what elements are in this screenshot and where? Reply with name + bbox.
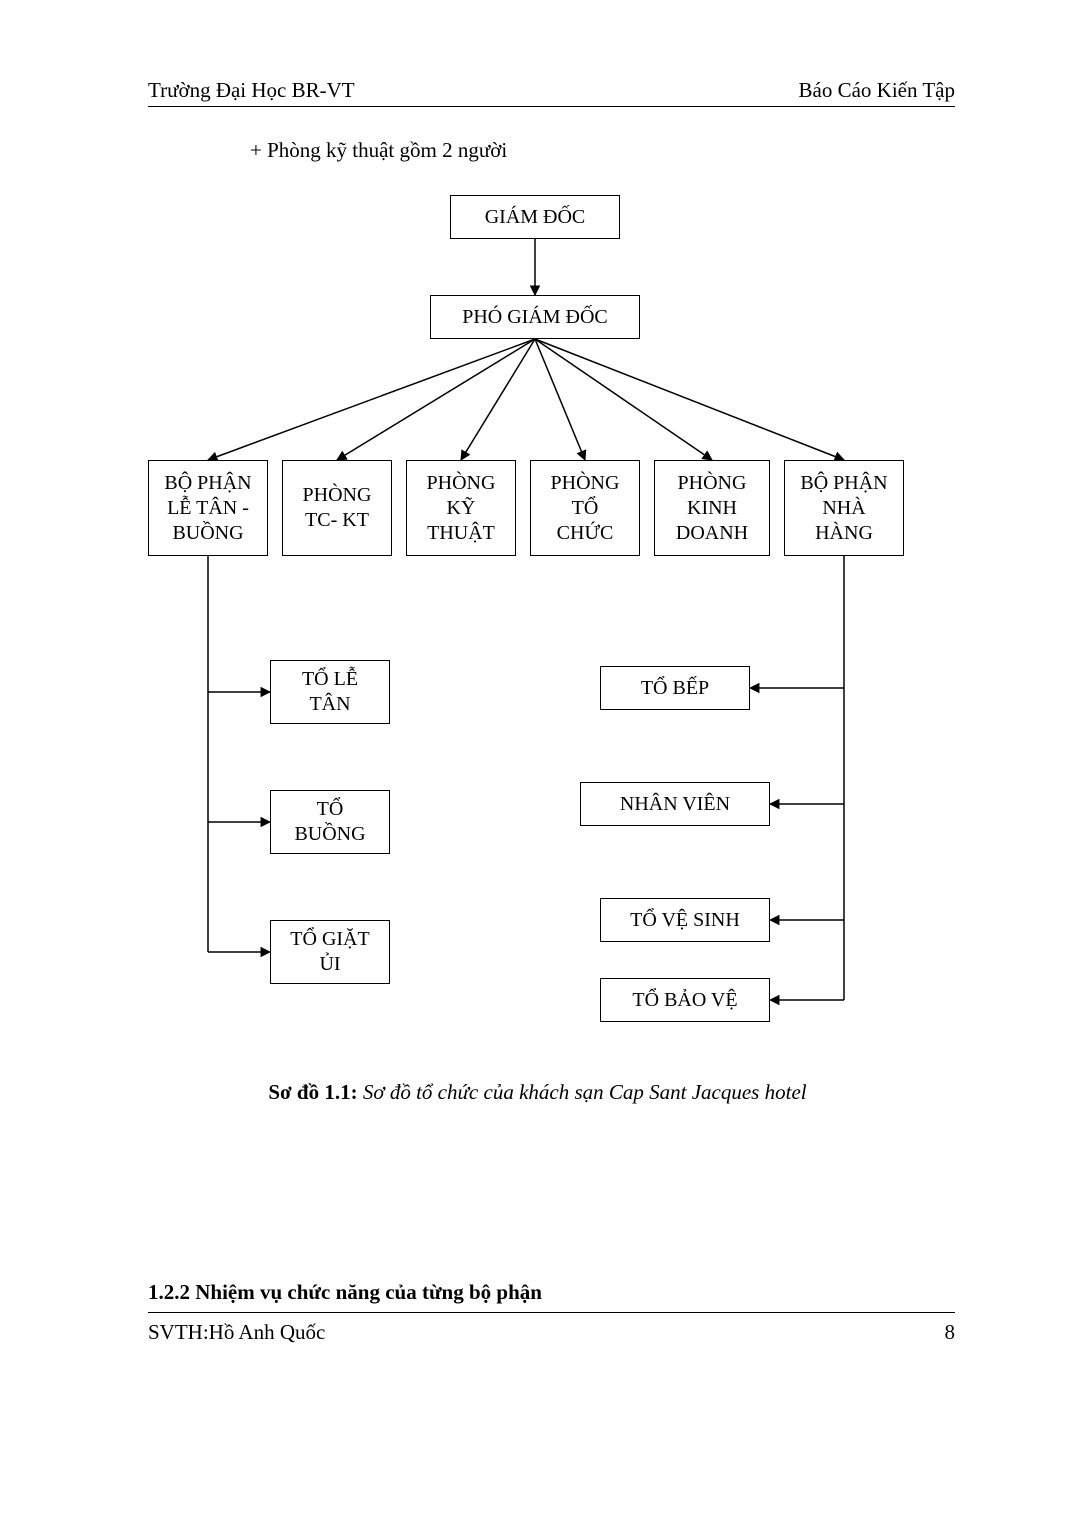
node-nhan-vien: NHÂN VIÊN bbox=[580, 782, 770, 826]
header-underline bbox=[148, 106, 955, 107]
node-bp-nhahang: BỘ PHẬN NHÀ HÀNG bbox=[784, 460, 904, 556]
node-phong-kt: PHÒNG KỸ THUẬT bbox=[406, 460, 516, 556]
section-heading: 1.2.2 Nhiệm vụ chức năng của từng bộ phậ… bbox=[148, 1280, 542, 1305]
node-to-bep: TỔ BẾP bbox=[600, 666, 750, 710]
node-to-baove: TỔ BẢO VỆ bbox=[600, 978, 770, 1022]
chart-caption: Sơ đồ 1.1: Sơ đồ tổ chức của khách sạn C… bbox=[0, 1080, 1075, 1105]
node-giam-doc: GIÁM ĐỐC bbox=[450, 195, 620, 239]
node-phong-tckt: PHÒNG TC- KT bbox=[282, 460, 392, 556]
node-bp-letan: BỘ PHẬN LỄ TÂN - BUỒNG bbox=[148, 460, 268, 556]
footer-right: 8 bbox=[945, 1320, 956, 1345]
node-to-letan: TỔ LỄ TÂN bbox=[270, 660, 390, 724]
footer-line bbox=[148, 1312, 955, 1313]
page: Trường Đại Học BR-VT Báo Cáo Kiến Tập + … bbox=[0, 0, 1075, 1520]
node-phong-kd: PHÒNG KINH DOANH bbox=[654, 460, 770, 556]
node-to-giat: TỔ GIẶT ỦI bbox=[270, 920, 390, 984]
page-footer: SVTH:Hồ Anh Quốc 8 bbox=[148, 1320, 955, 1345]
node-to-vesinh: TỔ VỆ SINH bbox=[600, 898, 770, 942]
caption-label: Sơ đồ 1.1: bbox=[268, 1080, 357, 1104]
page-header: Trường Đại Học BR-VT Báo Cáo Kiến Tập bbox=[148, 78, 955, 103]
subhead-text: + Phòng kỹ thuật gồm 2 người bbox=[250, 138, 507, 163]
header-right: Báo Cáo Kiến Tập bbox=[799, 78, 956, 103]
caption-text: Sơ đồ tổ chức của khách sạn Cap Sant Jac… bbox=[363, 1080, 807, 1104]
node-to-buong: TỔ BUỒNG bbox=[270, 790, 390, 854]
footer-left: SVTH:Hồ Anh Quốc bbox=[148, 1320, 325, 1345]
node-phong-tc: PHÒNG TỔ CHỨC bbox=[530, 460, 640, 556]
node-pho-giam-doc: PHÓ GIÁM ĐỐC bbox=[430, 295, 640, 339]
header-left: Trường Đại Học BR-VT bbox=[148, 78, 355, 103]
